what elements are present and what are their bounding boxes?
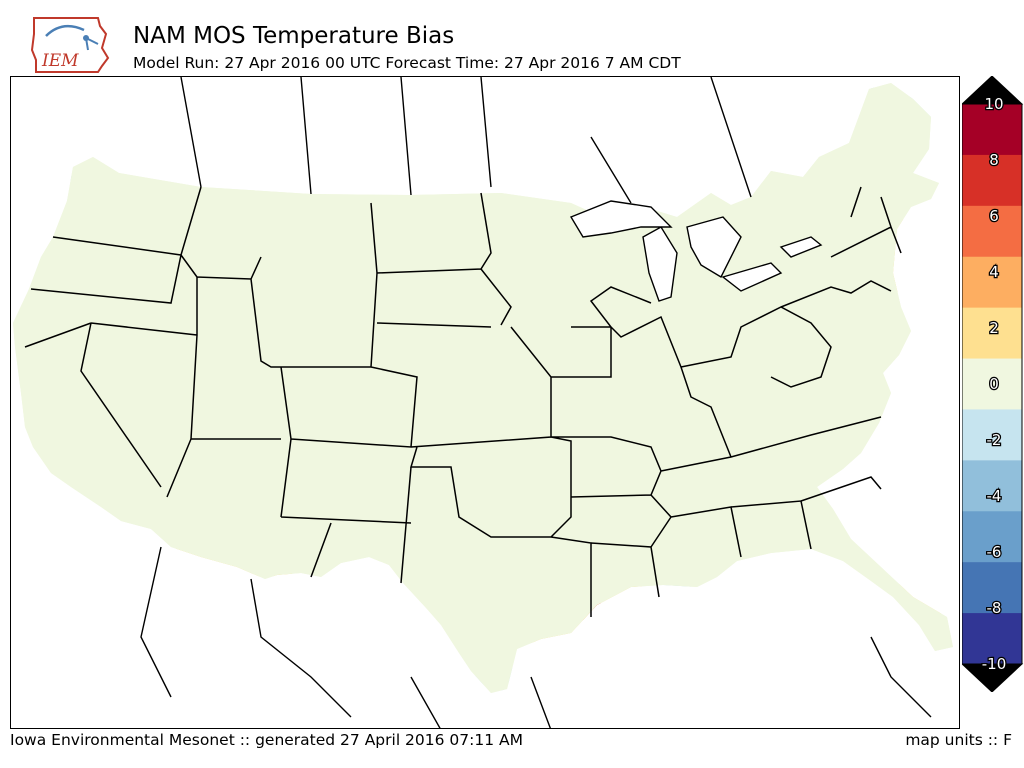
iem-logo-graphic: IEM bbox=[30, 17, 110, 73]
colorbar-tick-label: -6 bbox=[987, 543, 1002, 561]
colorbar-segment bbox=[962, 307, 1022, 360]
colorbar-tick-label: 6 bbox=[989, 207, 999, 225]
colorbar-segment bbox=[962, 154, 1022, 207]
colorbar-tick-label: -10 bbox=[982, 655, 1007, 673]
great-lakes bbox=[569, 200, 823, 302]
colorbar-segment bbox=[962, 460, 1022, 512]
colorbar-tick-label: 4 bbox=[989, 263, 999, 281]
colorbar-tick-label: 2 bbox=[989, 319, 999, 337]
colorbar-segment bbox=[962, 613, 1022, 665]
colorbar-segment bbox=[962, 409, 1022, 461]
colorbar-segment bbox=[962, 205, 1022, 258]
colorbar-tick-label: -8 bbox=[987, 599, 1002, 617]
colorbar-segment bbox=[962, 562, 1022, 614]
iem-logo: IEM bbox=[28, 14, 118, 76]
colorbar-tick-label: -2 bbox=[987, 431, 1002, 449]
footer-units: map units :: F bbox=[905, 731, 1012, 749]
logo-text: IEM bbox=[41, 51, 79, 71]
colorbar-tick-label: 0 bbox=[989, 375, 999, 393]
colorbar-svg: 10 8 6 4 2 0 -2 -4 -6 -8 -10 bbox=[960, 75, 1024, 693]
colorbar-frame bbox=[961, 103, 1023, 665]
colorbar-segment bbox=[962, 104, 1022, 156]
state-boundaries bbox=[24, 186, 902, 617]
neighbor-borders bbox=[140, 77, 932, 728]
colorbar-tick-label: 8 bbox=[989, 151, 999, 169]
colorbar: 10 8 6 4 2 0 -2 -4 -6 -8 -10 bbox=[960, 75, 1024, 693]
map-subtitle: Model Run: 27 Apr 2016 00 UTC Forecast T… bbox=[133, 54, 681, 72]
colorbar-segment bbox=[962, 511, 1022, 563]
colorbar-segment bbox=[962, 358, 1022, 410]
map-title: NAM MOS Temperature Bias bbox=[133, 23, 455, 49]
bias-map bbox=[10, 76, 960, 729]
colorbar-tick-label: -4 bbox=[987, 487, 1002, 505]
footer-credit: Iowa Environmental Mesonet :: generated … bbox=[10, 731, 523, 749]
colorbar-segment bbox=[962, 256, 1022, 309]
map-svg bbox=[11, 77, 959, 728]
colorbar-tick-label: 10 bbox=[984, 95, 1003, 113]
